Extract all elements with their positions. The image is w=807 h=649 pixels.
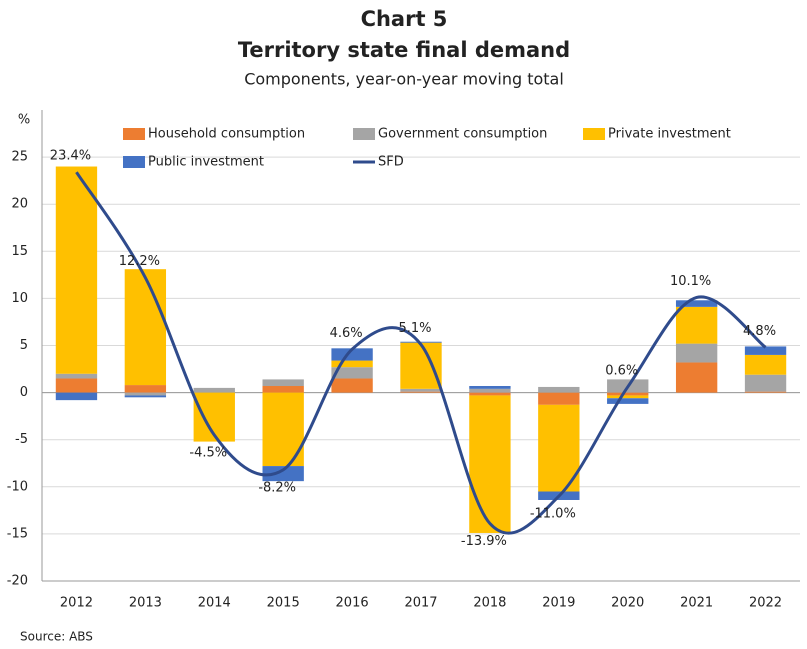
- source: Source: ABS: [20, 630, 93, 644]
- y-tick-label: 10: [11, 291, 28, 306]
- bar-segment: [331, 360, 373, 368]
- bar-segment: [675, 300, 718, 307]
- data-label: 5.1%: [398, 321, 431, 336]
- x-tick-label: 2015: [267, 596, 300, 611]
- bar-segment: [607, 398, 649, 404]
- x-tick-label: 2012: [60, 596, 93, 611]
- legend-label: Private investment: [608, 127, 731, 142]
- data-label: -4.5%: [189, 445, 227, 460]
- data-label: -13.9%: [461, 534, 507, 549]
- bar-segment: [675, 306, 718, 344]
- bar-segment: [469, 386, 511, 389]
- data-label: -11.0%: [530, 507, 576, 522]
- sfd-line: [75, 171, 767, 535]
- bar-segment: [400, 342, 442, 389]
- legend-swatch: [583, 128, 605, 140]
- bar-segment: [744, 391, 787, 393]
- legend-label: Public investment: [148, 155, 264, 170]
- legend-label: Household consumption: [148, 127, 305, 142]
- y-tick-label: -5: [15, 432, 28, 447]
- bar-segment: [744, 354, 787, 375]
- bar-segment: [55, 373, 98, 379]
- x-tick-label: 2014: [198, 596, 231, 611]
- x-tick-label: 2022: [749, 596, 782, 611]
- bar-segment: [744, 374, 787, 392]
- bar-segment: [607, 395, 649, 399]
- bar-segment: [538, 386, 580, 393]
- bar-segment: [55, 392, 98, 401]
- bar-segment: [124, 269, 167, 386]
- bar-segment: [124, 395, 167, 398]
- chart-subtitle: Territory state final demand: [238, 38, 570, 62]
- bar-segment: [331, 348, 373, 361]
- bar-segment: [193, 387, 235, 393]
- bar-segment: [744, 346, 787, 355]
- y-tick-label: 25: [11, 150, 28, 165]
- x-tick-label: 2021: [680, 596, 713, 611]
- data-label: -8.2%: [258, 480, 296, 495]
- y-tick-label: 5: [20, 338, 28, 353]
- bar-segment: [469, 388, 511, 393]
- data-label: 4.6%: [330, 326, 363, 341]
- bar-segment: [675, 343, 718, 363]
- y-tick-label: 20: [11, 197, 28, 212]
- bar-segment: [124, 392, 167, 396]
- legend-label: SFD: [378, 155, 404, 170]
- data-label: 10.1%: [670, 274, 711, 289]
- y-tick-label: 0: [20, 385, 28, 400]
- bar-segment: [262, 466, 304, 482]
- bar-segment: [400, 391, 442, 393]
- data-label: 12.2%: [119, 254, 160, 269]
- bar-segment: [607, 392, 649, 396]
- bar-segment: [331, 378, 373, 393]
- y-tick-label: -20: [7, 574, 28, 589]
- bar-segment: [262, 386, 304, 393]
- bar-segment: [55, 378, 98, 393]
- y-tick-label: 15: [11, 244, 28, 259]
- bar-segment: [331, 367, 373, 379]
- y-tick-label: -10: [7, 479, 28, 494]
- chart-title: Chart 5: [361, 7, 448, 31]
- x-tick-label: 2013: [129, 596, 162, 611]
- data-label: 0.6%: [605, 363, 638, 378]
- data-label: 23.4%: [50, 149, 91, 164]
- data-label: 4.8%: [743, 324, 776, 339]
- x-tick-label: 2018: [473, 596, 506, 611]
- bar-segment: [675, 362, 718, 393]
- y-tick-label: -15: [7, 526, 28, 541]
- legend-label: Government consumption: [378, 127, 547, 142]
- bar-segment: [262, 379, 304, 387]
- legend-swatch: [123, 128, 145, 140]
- x-tick-label: 2016: [336, 596, 369, 611]
- x-tick-label: 2017: [404, 596, 437, 611]
- bar-segment: [400, 388, 442, 392]
- bar-segment: [538, 392, 580, 405]
- bar-segment: [55, 166, 98, 374]
- bar-segment: [469, 395, 511, 533]
- bar-segment: [124, 385, 167, 393]
- bar-segment: [469, 392, 511, 396]
- x-tick-label: 2020: [611, 596, 644, 611]
- legend-swatch: [123, 156, 145, 168]
- legend-swatch: [353, 128, 375, 140]
- x-tick-label: 2019: [542, 596, 575, 611]
- chart-description: Components, year-on-year moving total: [244, 70, 564, 89]
- y-axis-label: %: [18, 113, 30, 128]
